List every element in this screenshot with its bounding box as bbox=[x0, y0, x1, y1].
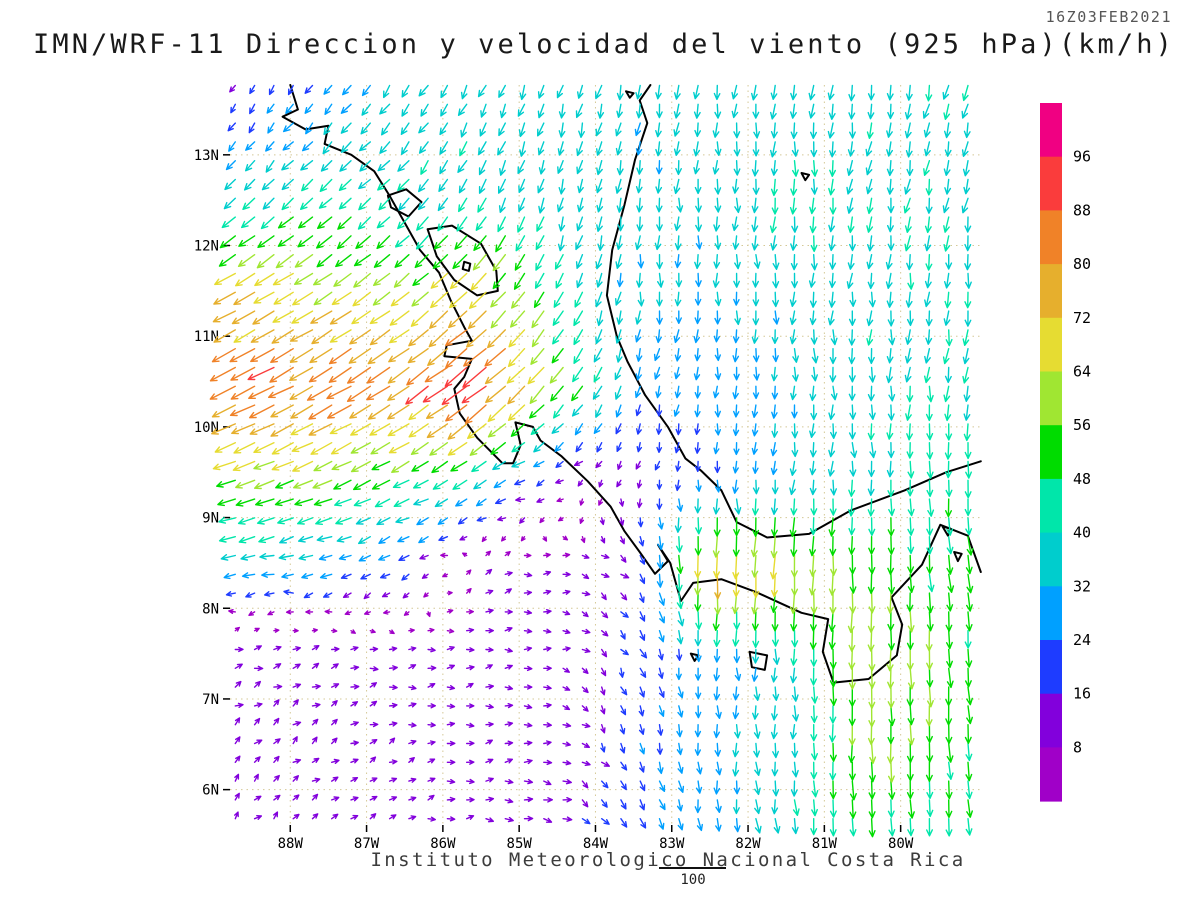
vector-scale-label: 100 bbox=[680, 872, 706, 888]
lat-tick-label: 8N bbox=[202, 601, 219, 617]
colorbar-segment bbox=[1040, 371, 1062, 426]
colorbar-segment bbox=[1040, 317, 1062, 372]
colorbar-segment bbox=[1040, 478, 1062, 534]
colorbar-segment bbox=[1040, 747, 1062, 802]
lon-tick-label: 83W bbox=[659, 836, 685, 852]
lon-tick-label: 86W bbox=[430, 836, 456, 852]
coastline-path bbox=[625, 90, 635, 99]
wind-vectors bbox=[209, 84, 974, 838]
coastline-path bbox=[953, 551, 963, 563]
coastline-path bbox=[386, 188, 423, 218]
colorbar-segment bbox=[1040, 640, 1062, 695]
coastline-path bbox=[748, 650, 769, 671]
lat-tick-label: 9N bbox=[202, 511, 219, 527]
colorbar-label: 80 bbox=[1073, 255, 1091, 273]
run-datetime: 16Z03FEB2021 bbox=[1045, 8, 1172, 26]
colorbar-label: 88 bbox=[1073, 201, 1091, 219]
lat-lon-grid bbox=[230, 85, 980, 825]
lon-tick-label: 88W bbox=[278, 836, 304, 852]
lat-tick-label: 12N bbox=[194, 239, 219, 255]
coastlines bbox=[281, 84, 982, 684]
lon-tick-label: 87W bbox=[354, 836, 380, 852]
colorbar-segment bbox=[1040, 693, 1062, 748]
colorbar: 96 88 80 72 64 56 48 40 32 24 16 8 bbox=[1040, 103, 1091, 802]
lon-tick-label: 82W bbox=[735, 836, 761, 852]
coastline-path bbox=[605, 84, 982, 539]
colorbar-label: 40 bbox=[1073, 524, 1091, 542]
colorbar-label: 48 bbox=[1073, 470, 1091, 488]
lat-tick-label: 13N bbox=[194, 148, 219, 164]
colorbar-label: 8 bbox=[1073, 738, 1082, 756]
lat-tick-label: 11N bbox=[194, 329, 219, 345]
colorbar-label: 64 bbox=[1073, 363, 1091, 381]
lon-tick-label: 84W bbox=[583, 836, 609, 852]
colorbar-label: 72 bbox=[1073, 309, 1091, 327]
colorbar-segment bbox=[1040, 103, 1062, 158]
coastline-path bbox=[281, 84, 982, 684]
colorbar-label: 96 bbox=[1073, 148, 1091, 166]
footer-caption: Instituto Meteorologico Nacional Costa R… bbox=[370, 849, 966, 871]
colorbar-segment bbox=[1040, 425, 1062, 480]
colorbar-label: 56 bbox=[1073, 416, 1091, 434]
colorbar-label: 32 bbox=[1073, 577, 1091, 595]
page-title: IMN/WRF-11 Direccion y velocidad del vie… bbox=[33, 29, 1175, 60]
lon-tick-label: 80W bbox=[888, 836, 914, 852]
coastline-path bbox=[800, 172, 811, 182]
vector-scale-line bbox=[659, 867, 726, 869]
lon-tick-label: 81W bbox=[812, 836, 838, 852]
colorbar-segment bbox=[1040, 532, 1062, 587]
colorbar-label: 24 bbox=[1073, 631, 1091, 649]
colorbar-label: 16 bbox=[1073, 685, 1091, 703]
lat-tick-label: 6N bbox=[202, 783, 219, 799]
coastline-path bbox=[426, 224, 499, 297]
coastline-path bbox=[461, 260, 472, 272]
lon-tick-label: 85W bbox=[507, 836, 533, 852]
colorbar-segment bbox=[1040, 264, 1062, 319]
colorbar-segment bbox=[1040, 210, 1062, 265]
colorbar-segment bbox=[1040, 156, 1062, 211]
colorbar-segment bbox=[1040, 586, 1062, 641]
lat-tick-label: 7N bbox=[202, 692, 219, 708]
